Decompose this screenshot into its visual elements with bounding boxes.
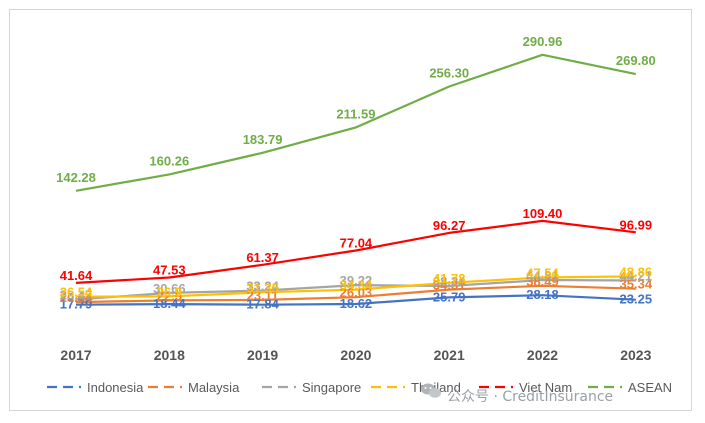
series-line-singapore: [75, 278, 636, 301]
data-label-viet-nam-2021: 96.27: [433, 218, 466, 233]
data-label-layer: 17.79 18.44 17.84 18.62 25.79 28.18 23.25 20.64…: [56, 34, 656, 312]
series-line-malaysia: [75, 284, 636, 304]
series-line-asean: [75, 53, 637, 192]
data-label-singapore-2020: 39.22: [340, 273, 373, 288]
data-label-indonesia-2017: 17.79: [60, 297, 93, 312]
data-label-indonesia-2018: 18.44: [153, 296, 186, 311]
data-label-singapore-2017: 23.47: [60, 288, 93, 303]
x-tick-2021: 2021: [434, 347, 465, 363]
watermark-text: 公众号 · CreditInsurance: [447, 389, 613, 405]
data-label-indonesia-2020: 18.62: [340, 296, 373, 311]
data-label-viet-nam-2017: 41.64: [60, 268, 93, 283]
legend[interactable]: Indonesia Malaysia Singapore Thailand Viet N…: [47, 380, 672, 395]
legend-item-malaysia[interactable]: Malaysia: [148, 380, 240, 395]
data-label-thailand-2020: 34.34: [340, 278, 373, 293]
data-label-thailand-2018: 26.9: [157, 284, 182, 299]
data-label-singapore-2021: 38.24: [433, 274, 466, 289]
data-label-malaysia-2021: 34.31: [433, 278, 466, 293]
data-label-viet-nam-2023: 96.99: [620, 217, 653, 232]
x-tick-2023: 2023: [620, 347, 651, 363]
data-label-asean-2023: 269.80: [616, 53, 656, 68]
x-tick-2022: 2022: [527, 347, 558, 363]
data-label-asean-2021: 256.30: [429, 66, 469, 81]
data-label-malaysia-2022: 38.49: [526, 274, 559, 289]
data-label-singapore-2019: 33.24: [246, 279, 279, 294]
data-label-indonesia-2022: 28.18: [526, 287, 559, 302]
data-label-asean-2019: 183.79: [243, 132, 283, 147]
x-axis: 2017 2018 2019 2020 2021 2022 2023: [60, 347, 651, 363]
data-label-malaysia-2023: 35.34: [620, 277, 653, 292]
data-label-asean-2020: 211.59: [336, 106, 375, 121]
data-label-singapore-2023: 44.21: [620, 269, 653, 284]
data-label-viet-nam-2020: 77.04: [340, 236, 373, 251]
data-label-singapore-2018: 30.66: [153, 281, 186, 296]
series-line-indonesia: [75, 294, 636, 306]
data-label-viet-nam-2019: 61.37: [246, 250, 279, 265]
legend-item-viet-nam[interactable]: Viet Nam: [479, 380, 572, 395]
data-label-asean-2022: 290.96: [523, 34, 563, 49]
legend-item-singapore[interactable]: Singapore: [262, 380, 361, 395]
data-label-thailand-2019: 31.35: [246, 280, 279, 295]
data-label-indonesia-2023: 23.25: [620, 292, 653, 307]
watermark: 公众号 · CreditInsurance: [421, 383, 613, 405]
chart-frame: [9, 9, 692, 411]
data-label-malaysia-2020: 26.03: [340, 285, 373, 300]
legend-label-indonesia: Indonesia: [87, 380, 144, 395]
legend-label-asean: ASEAN: [628, 380, 672, 395]
series-layer: [75, 53, 637, 306]
data-label-malaysia-2019: 23.11: [247, 288, 279, 303]
data-label-indonesia-2021: 25.79: [433, 289, 466, 304]
legend-label-viet-nam: Viet Nam: [519, 380, 572, 395]
data-label-thailand-2021: 41.78: [433, 271, 466, 286]
legend-item-indonesia[interactable]: Indonesia: [47, 380, 144, 395]
data-label-indonesia-2019: 17.84: [246, 297, 279, 312]
data-label-malaysia-2017: 20.64: [60, 290, 93, 305]
wechat-icon: [421, 383, 441, 398]
data-label-viet-nam-2022: 109.40: [523, 206, 563, 221]
legend-label-malaysia: Malaysia: [188, 380, 240, 395]
legend-label-singapore: Singapore: [302, 380, 361, 395]
series-line-viet-nam: [75, 219, 636, 284]
data-label-asean-2018: 160.26: [149, 153, 189, 168]
legend-item-asean[interactable]: ASEAN: [588, 380, 672, 395]
data-label-thailand-2022: 47.54: [526, 266, 559, 281]
data-label-viet-nam-2018: 47.53: [153, 263, 186, 278]
data-label-malaysia-2018: 22.5: [157, 288, 182, 303]
x-tick-2019: 2019: [247, 347, 278, 363]
data-label-asean-2017: 142.28: [56, 170, 96, 185]
x-tick-2018: 2018: [154, 347, 185, 363]
x-tick-2020: 2020: [340, 347, 371, 363]
data-label-singapore-2022: 44.81: [526, 268, 559, 283]
data-label-thailand-2023: 48.86: [620, 264, 653, 279]
x-tick-2017: 2017: [60, 347, 91, 363]
series-line-thailand: [75, 275, 636, 298]
data-label-thailand-2017: 26.54: [60, 285, 93, 300]
